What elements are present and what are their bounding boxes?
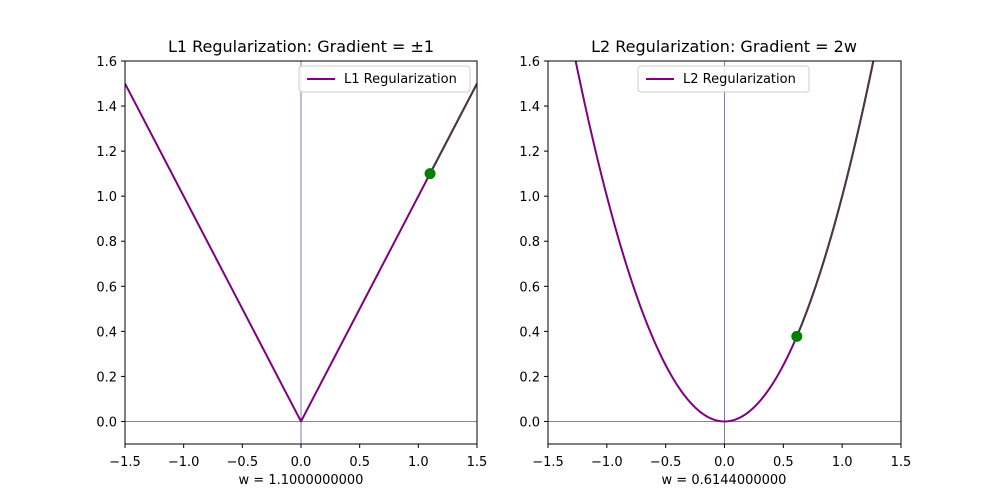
l2-y-tick-label: 1.6	[519, 55, 540, 70]
l1-y-tick-label: 1.0	[96, 190, 117, 205]
l1-x-tick-label: 0.5	[349, 455, 370, 470]
l2-y-tick-label: 1.0	[519, 190, 540, 205]
l2-y-tick-label: 0.2	[519, 370, 540, 385]
l1-legend: L1 Regularization	[298, 65, 471, 93]
l1-current-point	[424, 168, 436, 180]
l2-y-tick-label: 0.6	[519, 280, 540, 295]
l2-x-tick-label: 1.0	[832, 455, 853, 470]
l2-legend-label: L2 Regularization	[683, 72, 796, 87]
l2-y-tick-label: 0.8	[519, 235, 540, 250]
l1-legend-label: L1 Regularization	[344, 72, 457, 87]
l1-chart-title: L1 Regularization: Gradient = ±1	[168, 37, 434, 56]
l2-legend-box	[637, 65, 810, 93]
l2-legend: L2 Regularization	[637, 65, 810, 93]
l2-x-tick-label: 1.5	[891, 455, 912, 470]
l2-x-tick-label: −1.0	[591, 455, 623, 470]
l2-x-tick-label: −1.5	[532, 455, 564, 470]
l1-y-tick-label: 0.2	[96, 370, 117, 385]
l1-y-tick-label: 1.6	[96, 55, 117, 70]
l2-y-tick-label: 1.2	[519, 145, 540, 160]
l2-current-point	[791, 330, 803, 342]
l2-y-tick-label: 0.0	[519, 415, 540, 430]
l2-y-tick-label: 1.4	[519, 100, 540, 115]
l2-y-tick-label: 0.4	[519, 325, 540, 340]
l1-legend-box	[298, 65, 471, 93]
l1-x-tick-label: 0.0	[291, 455, 312, 470]
l2-gradient-segment	[795, 61, 875, 337]
l2-x-tick-label: 0.5	[773, 455, 794, 470]
l1-x-axis-label: w = 1.1000000000	[239, 473, 364, 488]
l1-y-tick-label: 0.6	[96, 280, 117, 295]
l2-x-tick-label: −0.5	[650, 455, 682, 470]
l1-x-tick-label: 1.5	[467, 455, 488, 470]
l1-gradient-segment	[429, 83, 477, 175]
l1-y-tick-label: 0.0	[96, 415, 117, 430]
l1-x-tick-label: −1.5	[109, 455, 141, 470]
l1-chart-panel: L1 Regularization: Gradient = ±1 −1.5 −1.…	[96, 37, 487, 488]
l1-series-line	[125, 83, 477, 423]
l2-x-axis-label: w = 0.6144000000	[662, 473, 787, 488]
l2-chart-title: L2 Regularization: Gradient = 2w	[591, 37, 857, 56]
l1-x-tick-label: −1.0	[168, 455, 200, 470]
l1-x-tick-label: −0.5	[227, 455, 259, 470]
l1-x-tick-label: 1.0	[408, 455, 429, 470]
l1-y-tick-label: 1.2	[96, 145, 117, 160]
l1-y-tick-label: 1.4	[96, 100, 117, 115]
l1-y-tick-label: 0.4	[96, 325, 117, 340]
l1-y-tick-label: 0.8	[96, 235, 117, 250]
l2-chart-panel: L2 Regularization: Gradient = 2w −1.5 −1.…	[519, 37, 912, 488]
l2-x-tick-label: 0.0	[714, 455, 735, 470]
